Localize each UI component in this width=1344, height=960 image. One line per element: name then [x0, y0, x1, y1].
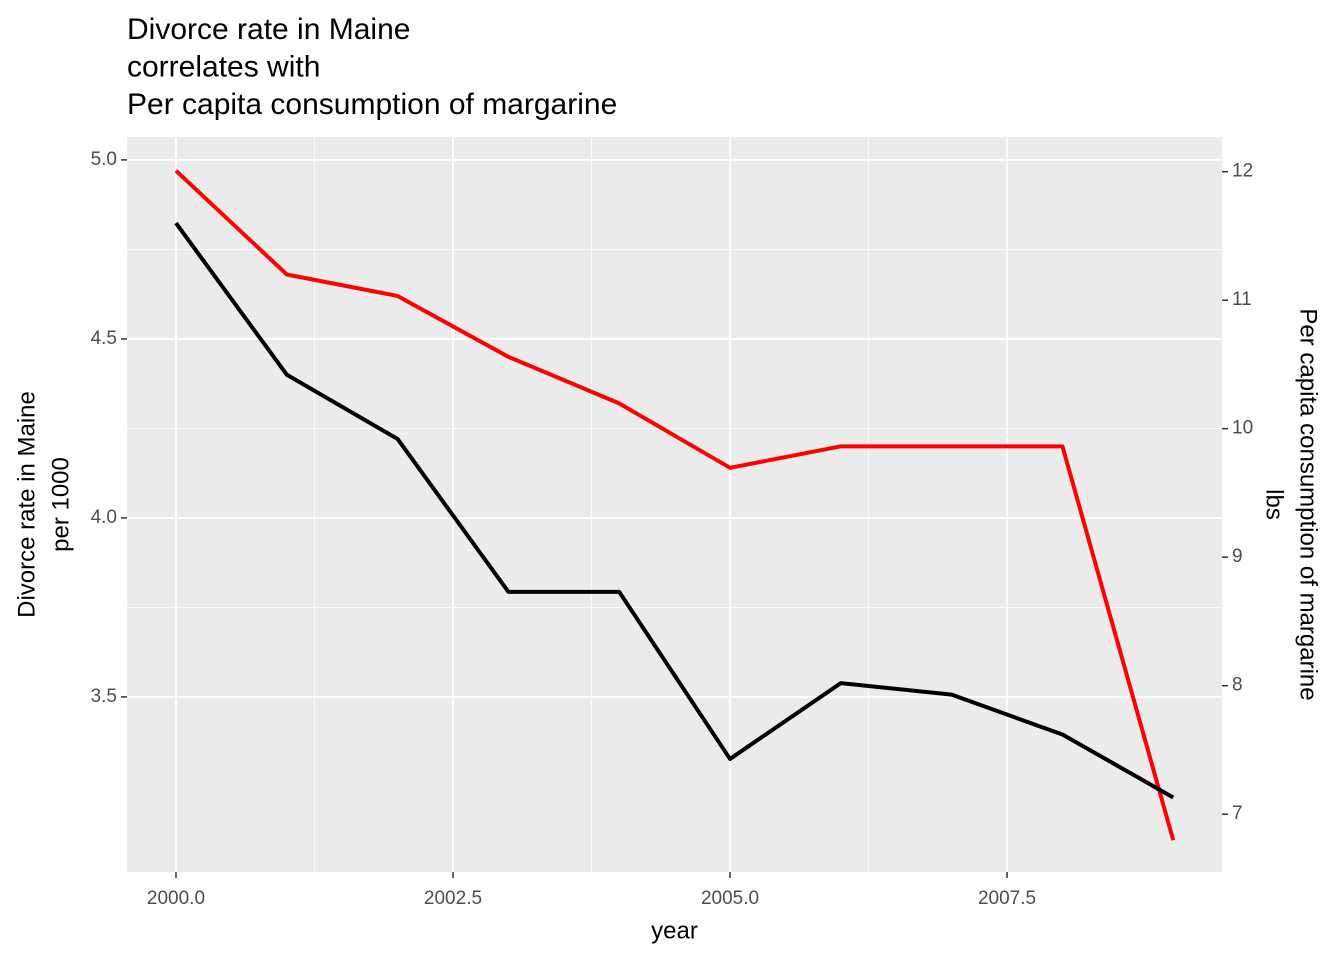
- x-tick-label: 2000.0: [147, 888, 205, 909]
- y2-tick-label: 7: [1232, 803, 1243, 824]
- y2-tick-label: 8: [1232, 675, 1243, 696]
- x-tick-label: 2002.5: [424, 888, 482, 909]
- chart-title: correlates with: [127, 50, 320, 83]
- x-axis-label: year: [651, 917, 698, 944]
- y2-axis-label: lbs: [1261, 489, 1288, 520]
- y2-tick-label: 11: [1232, 289, 1252, 310]
- y2-tick-label: 9: [1232, 546, 1243, 567]
- panel: [127, 137, 1222, 872]
- y2-tick-label: 12: [1232, 161, 1253, 182]
- y2-axis-label: Per capita consumption of margarine: [1295, 308, 1322, 700]
- line-series: [174, 221, 1175, 800]
- y-tick-label: 5.0: [91, 149, 117, 170]
- y-axis-label: Divorce rate in Maine: [13, 391, 40, 618]
- y-tick-label: 4.5: [91, 328, 117, 349]
- chart-title: Per capita consumption of margarine: [127, 88, 617, 121]
- chart-title: Divorce rate in Maine: [127, 13, 410, 46]
- x-tick-label: 2005.0: [701, 888, 759, 909]
- y-axis-label: per 1000: [47, 457, 74, 552]
- y2-tick-label: 10: [1232, 418, 1253, 439]
- x-tick-label: 2007.5: [978, 888, 1036, 909]
- line-series: [174, 169, 1176, 841]
- y-tick-label: 3.5: [91, 686, 117, 707]
- y-tick-label: 4.0: [91, 507, 117, 528]
